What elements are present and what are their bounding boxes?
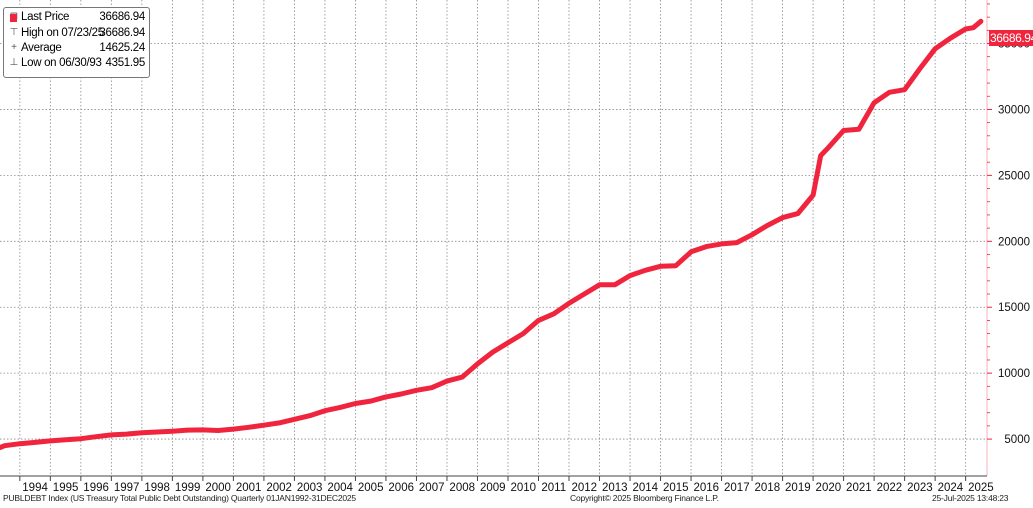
x-tick-label: 2014 [632,482,658,494]
legend-value: 14625.24 [99,42,145,54]
x-tick-label: 2003 [297,482,323,494]
y-tick-label: 20000 [998,236,1030,248]
y-axis: 5000100001500020000250003000035000 [987,3,1030,446]
x-tick-label: 2012 [571,482,597,494]
legend-row-high: ⊤ High on 07/23/25 36686.94 [9,27,146,42]
legend-value: 36686.94 [99,27,145,39]
legend-label: Low on 06/30/93 [21,57,102,69]
x-tick-label: 2017 [724,482,750,494]
y-tick-label: 15000 [998,302,1030,314]
legend-label: High on 07/23/25 [21,27,104,39]
x-tick-label: 2018 [755,482,781,494]
x-tick-label: 2007 [419,482,445,494]
x-tick-label: 2010 [510,482,536,494]
y-tick-label: 5000 [1004,434,1030,446]
legend-swatch [10,14,17,22]
low-marker-icon: ⊥ [9,57,19,68]
gridlines [0,0,987,476]
x-tick-label: 1997 [114,482,140,494]
x-tick-label: 2006 [388,482,414,494]
x-tick-label: 2000 [205,482,231,494]
average-marker-icon: + [11,42,17,53]
x-tick-label: 2004 [327,482,353,494]
series-line [0,18,984,451]
x-tick-label: 1996 [83,482,109,494]
y-tick-label: 30000 [998,104,1030,116]
x-tick-label: 1995 [53,482,79,494]
legend-value: 36686.94 [99,11,145,23]
footer-copyright: Copyright© 2025 Bloomberg Finance L.P. [570,493,719,503]
x-tick-label: 2021 [846,482,872,494]
x-axis: 1994 1995 1996 1997 1998 1999 2000 2001 2002 2003… [0,475,994,494]
footer-timestamp: 25-Jul-2025 13:48:23 [932,493,1009,503]
last-price-tag: 36686.94 [989,30,1033,46]
x-tick-label: 1999 [175,482,201,494]
x-tick-label: 2019 [785,482,811,494]
footer-index-description: PUBLDEBT Index (US Treasury Total Public… [3,493,356,503]
x-tick-label: 1994 [22,482,48,494]
legend-row-low: ⊥ Low on 06/30/93 4351.95 [9,57,146,72]
legend-box[interactable]: ⊞ Last Price 36686.94 ⊤ High on 07/23/25… [3,7,150,78]
x-tick-label: 2009 [480,482,506,494]
legend-row-average: + Average 14625.24 [9,42,145,57]
legend-label: Average [21,42,62,54]
legend-label: Last Price [21,11,70,23]
x-tick-label: 2011 [541,482,566,494]
high-marker-icon: ⊤ [9,27,19,38]
x-tick-label: 2008 [449,482,475,494]
y-tick-label: 25000 [998,170,1030,182]
x-tick-label: 2002 [266,482,292,494]
x-tick-label: 2025 [968,482,994,494]
x-tick-label: 2023 [907,482,933,494]
x-tick-label: 2020 [816,482,842,494]
x-tick-label: 2024 [938,482,964,494]
y-tick-label: 10000 [998,368,1030,380]
legend-row-last-price: ⊞ Last Price 36686.94 [9,11,146,26]
x-tick-label: 1998 [144,482,170,494]
x-tick-label: 2015 [663,482,689,494]
legend-value: 4351.95 [105,57,146,69]
x-tick-label: 2016 [694,482,720,494]
x-tick-label: 2013 [602,482,628,494]
x-tick-label: 2005 [358,482,384,494]
x-tick-label: 2022 [877,482,903,494]
x-tick-label: 2001 [236,482,262,494]
